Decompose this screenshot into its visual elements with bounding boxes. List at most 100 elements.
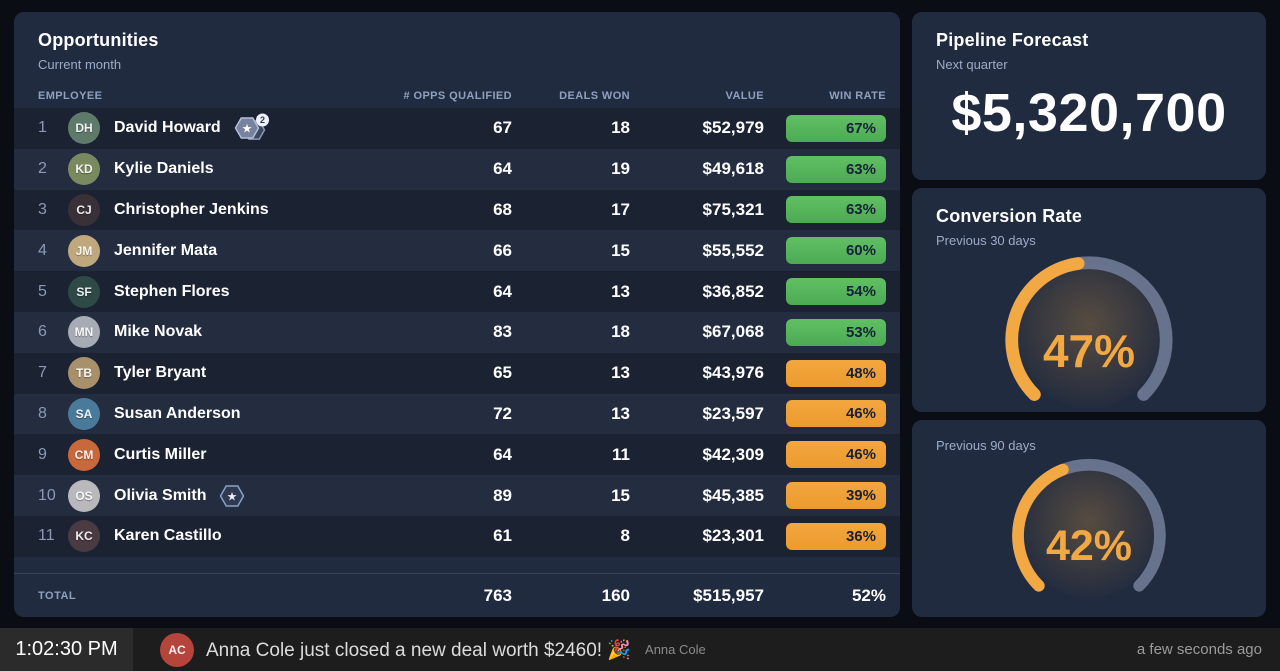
deals-won-value: 18 <box>611 322 630 342</box>
panel-title: Conversion Rate <box>936 206 1083 226</box>
employee-name: Curtis Miller <box>114 445 207 463</box>
table-row: 2 KD Kylie Daniels 64 19 $49,618 63% <box>14 148 900 190</box>
avatar: MN <box>68 316 100 349</box>
total-label: TOTAL <box>38 589 77 602</box>
deal-value: $43,976 <box>702 363 764 383</box>
employee-name: Susan Anderson <box>114 404 241 422</box>
win-rate-badge: 63% <box>786 196 886 224</box>
opps-qualified-value: 89 <box>493 485 512 505</box>
avatar: AC <box>160 632 194 667</box>
win-rate-badge: 67% <box>786 114 886 142</box>
opps-qualified-value: 68 <box>493 199 512 219</box>
col-header-employee: EMPLOYEE <box>38 90 103 102</box>
deal-value: $75,321 <box>702 199 764 219</box>
deals-won-value: 13 <box>611 403 630 423</box>
total-opps-qualified: 763 <box>483 585 512 605</box>
conversion-rate-90-panel: Previous 90 days 42% <box>912 420 1266 617</box>
panel-subtitle: Next quarter <box>936 57 1008 72</box>
opps-qualified-value: 64 <box>493 281 512 301</box>
employee-name: Christopher Jenkins <box>114 200 269 218</box>
win-rate-badge: 46% <box>786 400 886 428</box>
table-row: 4 JM Jennifer Mata 66 15 $55,552 60% <box>14 230 900 272</box>
table-row: 9 CM Curtis Miller 64 11 $42,309 46% <box>14 434 900 476</box>
panel-title: Opportunities <box>38 30 159 50</box>
deals-won-value: 13 <box>611 363 630 383</box>
rank-number: 11 <box>38 527 55 545</box>
table-row: 3 CJ Christopher Jenkins 68 17 $75,321 6… <box>14 189 900 231</box>
rank-number: 10 <box>38 486 56 504</box>
deals-won-value: 19 <box>611 159 630 179</box>
table-total-row: TOTAL 763 160 $515,957 52% <box>14 573 900 617</box>
avatar: OS <box>68 479 100 512</box>
deal-value: $67,068 <box>702 322 764 342</box>
rank-number: 4 <box>38 241 47 259</box>
table-row: 11 KC Karen Castillo 61 8 $23,301 36% <box>14 515 900 557</box>
employee-name: Olivia Smith <box>114 486 207 504</box>
table-row: 6 MN Mike Novak 83 18 $67,068 53% <box>14 311 900 353</box>
rank-number: 7 <box>38 364 47 382</box>
rank-number: 5 <box>38 282 47 300</box>
total-value: $515,957 <box>693 585 764 605</box>
star-badge-icon: ★ <box>220 484 245 507</box>
opportunities-rows: 1 DH David Howard ★ 2 67 18 $52,979 67% 2 … <box>14 108 900 557</box>
gauge-arc <box>1005 256 1173 409</box>
gauge-percent-label: 47% <box>1042 324 1136 377</box>
table-row: 10 OS Olivia Smith ★ 89 15 $45,385 39% <box>14 475 900 516</box>
deal-value: $23,301 <box>702 526 764 546</box>
employee-name: Mike Novak <box>114 323 203 341</box>
win-rate-badge: 39% <box>786 482 886 510</box>
notification-ticker: 1:02:30 PM AC Anna Cole just closed a ne… <box>0 628 1280 671</box>
conversion-rate-30-panel: Conversion Rate Previous 30 days 47% <box>912 188 1266 412</box>
avatar: CM <box>68 438 100 471</box>
deal-value: $36,852 <box>702 281 764 301</box>
ticker-timestamp: a few seconds ago <box>1136 641 1262 658</box>
ticker-message: Anna Cole just closed a new deal worth $… <box>206 639 632 661</box>
win-rate-badge: 53% <box>786 318 886 346</box>
panel-subtitle: Previous 30 days <box>936 233 1036 248</box>
col-header-opps-qualified: # OPPS QUALIFIED <box>403 90 512 102</box>
conversion-rate-header: Conversion Rate Previous 30 days <box>912 188 1266 248</box>
avatar: DH <box>68 112 100 145</box>
opportunities-header: Opportunities Current month <box>14 12 900 72</box>
rank-number: 8 <box>38 404 47 422</box>
avatar: SF <box>68 275 100 308</box>
avatar: CJ <box>68 193 100 226</box>
table-header-row: EMPLOYEE # OPPS QUALIFIED DEALS WON VALU… <box>14 84 900 108</box>
conversion-rate-90-header: Previous 90 days <box>912 420 1266 453</box>
avatar: SA <box>68 397 100 430</box>
win-rate-badge: 54% <box>786 278 886 306</box>
panel-subtitle: Current month <box>38 57 122 72</box>
panel-subtitle: Previous 90 days <box>936 438 1036 453</box>
table-row: 7 TB Tyler Bryant 65 13 $43,976 48% <box>14 352 900 394</box>
total-win-rate: 52% <box>851 585 886 605</box>
deal-value: $55,552 <box>702 240 764 260</box>
gauge-percent-label: 42% <box>1045 522 1133 570</box>
pipeline-forecast-panel: Pipeline Forecast Next quarter $5,320,70… <box>912 12 1266 180</box>
employee-name: David Howard <box>114 119 221 137</box>
opportunities-panel: Opportunities Current month EMPLOYEE # O… <box>14 12 900 617</box>
deals-won-value: 17 <box>611 199 630 219</box>
deal-value: $42,309 <box>702 444 764 464</box>
opps-qualified-value: 66 <box>493 240 512 260</box>
win-rate-badge: 48% <box>786 359 886 387</box>
deals-won-value: 8 <box>620 526 630 546</box>
deal-value: $49,618 <box>702 159 764 179</box>
employee-name: Tyler Bryant <box>114 364 207 382</box>
table-row: 8 SA Susan Anderson 72 13 $23,597 46% <box>14 393 900 435</box>
clock: 1:02:30 PM <box>0 628 133 671</box>
gauge-90-days: 42% <box>999 453 1179 616</box>
rank-number: 2 <box>38 160 47 178</box>
opps-qualified-value: 64 <box>493 159 512 179</box>
total-deals-won: 160 <box>601 585 630 605</box>
opps-qualified-value: 72 <box>493 403 512 423</box>
deal-value: $45,385 <box>702 485 764 505</box>
svg-text:2: 2 <box>260 116 265 126</box>
col-header-win-rate: WIN RATE <box>829 90 886 102</box>
avatar: KC <box>68 520 100 553</box>
deals-won-value: 15 <box>611 240 630 260</box>
avatar: KD <box>68 153 100 186</box>
col-header-deals-won: DEALS WON <box>559 90 630 102</box>
svg-text:★: ★ <box>241 122 252 136</box>
opps-qualified-value: 61 <box>493 526 512 546</box>
opps-qualified-value: 83 <box>493 322 512 342</box>
